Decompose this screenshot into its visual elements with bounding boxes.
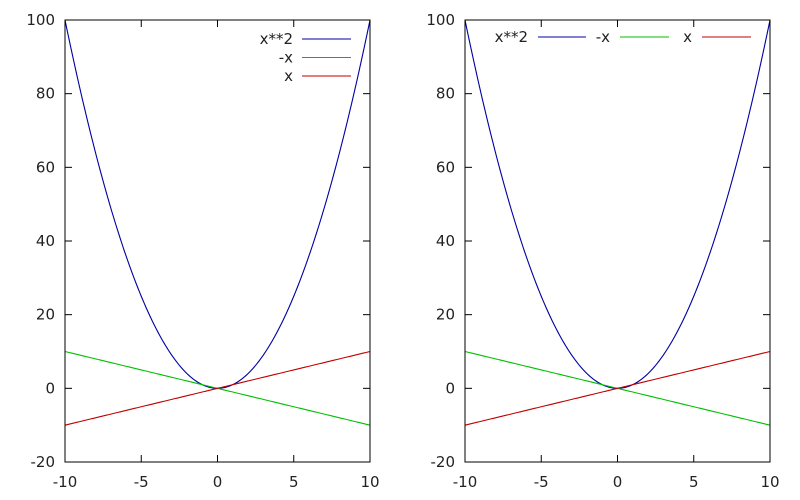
left-plot: -20 0 20 40 60 80 100 -10 -5 0 5 10 x**2-xx <box>26 11 379 491</box>
legend: x**2-xx <box>260 30 351 85</box>
y-tick-label: 100 <box>26 11 55 29</box>
x-tick-label: -10 <box>453 473 478 491</box>
x-tick-label: -10 <box>53 473 78 491</box>
x-tick-label: 10 <box>760 473 779 491</box>
series-line-x <box>65 350 370 426</box>
y-tick-label: 60 <box>436 158 455 176</box>
series-line-x <box>465 350 770 426</box>
series-group <box>65 20 370 426</box>
y-tick-label: 80 <box>436 85 455 103</box>
legend: x**2 -x x <box>495 28 751 46</box>
x-tick-label: 0 <box>213 473 223 491</box>
y-tick-label: 20 <box>436 306 455 324</box>
legend-label: x <box>284 67 293 85</box>
y-tick-label: -20 <box>431 453 456 471</box>
right-plot: -20 0 20 40 60 80 100 -10 -5 0 5 10 x**2 -x x <box>426 11 779 491</box>
x-tick-label: 10 <box>360 473 379 491</box>
legend-label: x <box>683 28 692 46</box>
series-line-x2 <box>465 20 770 389</box>
y-tick-label: 60 <box>36 158 55 176</box>
series-line-x2 <box>65 20 370 389</box>
y-tick-label: 100 <box>426 11 455 29</box>
y-tick-label: 0 <box>45 379 55 397</box>
x-tick-label: 0 <box>613 473 623 491</box>
legend-label: x**2 <box>495 28 528 46</box>
y-tick-label: 40 <box>36 232 55 250</box>
y-tick-label: -20 <box>31 453 56 471</box>
x-tick-label: -5 <box>534 473 549 491</box>
legend-label: -x <box>596 28 610 46</box>
x-tick-label: 5 <box>289 473 299 491</box>
x-tick-label: 5 <box>689 473 699 491</box>
plot-frame <box>64 19 371 463</box>
y-tick-label: 20 <box>36 306 55 324</box>
series-group <box>465 20 770 426</box>
y-tick-label: 80 <box>36 85 55 103</box>
plot-frame <box>464 19 771 463</box>
x-tick-label: -5 <box>134 473 149 491</box>
y-tick-label: 40 <box>436 232 455 250</box>
legend-label: x**2 <box>260 30 293 48</box>
y-tick-label: 0 <box>445 379 455 397</box>
legend-label: -x <box>279 49 293 67</box>
